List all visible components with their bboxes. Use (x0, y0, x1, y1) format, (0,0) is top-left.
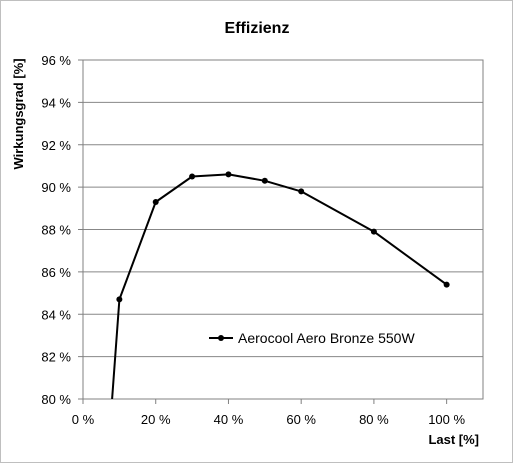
y-tick-label: 94 % (41, 95, 71, 110)
x-tick-label: 20 % (141, 412, 171, 427)
legend-marker (218, 335, 224, 341)
data-point (298, 188, 305, 195)
y-tick-label: 82 % (41, 350, 71, 365)
legend-label: Aerocool Aero Bronze 550W (238, 330, 415, 346)
x-tick-label: 100 % (428, 412, 465, 427)
y-tick-label: 96 % (41, 53, 71, 68)
y-tick-label: 86 % (41, 265, 71, 280)
data-point (370, 228, 377, 235)
y-tick-label: 92 % (41, 138, 71, 153)
y-tick-label: 88 % (41, 223, 71, 238)
y-axis-label: Wirkungsgrad [%] (11, 58, 26, 169)
y-tick-label: 80 % (41, 392, 71, 407)
data-point (152, 198, 159, 205)
y-tick-label: 90 % (41, 180, 71, 195)
chart-title: Effizienz (225, 20, 290, 37)
series-line (111, 173, 448, 399)
x-tick-label: 40 % (214, 412, 244, 427)
data-point (225, 171, 232, 178)
x-tick-label: 80 % (359, 412, 389, 427)
data-point (261, 177, 268, 184)
data-point (116, 296, 123, 303)
data-point (443, 281, 450, 288)
x-axis-label: Last [%] (428, 432, 479, 447)
x-tick-label: 0 % (72, 412, 95, 427)
y-tick-label: 84 % (41, 307, 71, 322)
data-point (189, 173, 196, 180)
x-tick-label: 60 % (286, 412, 316, 427)
